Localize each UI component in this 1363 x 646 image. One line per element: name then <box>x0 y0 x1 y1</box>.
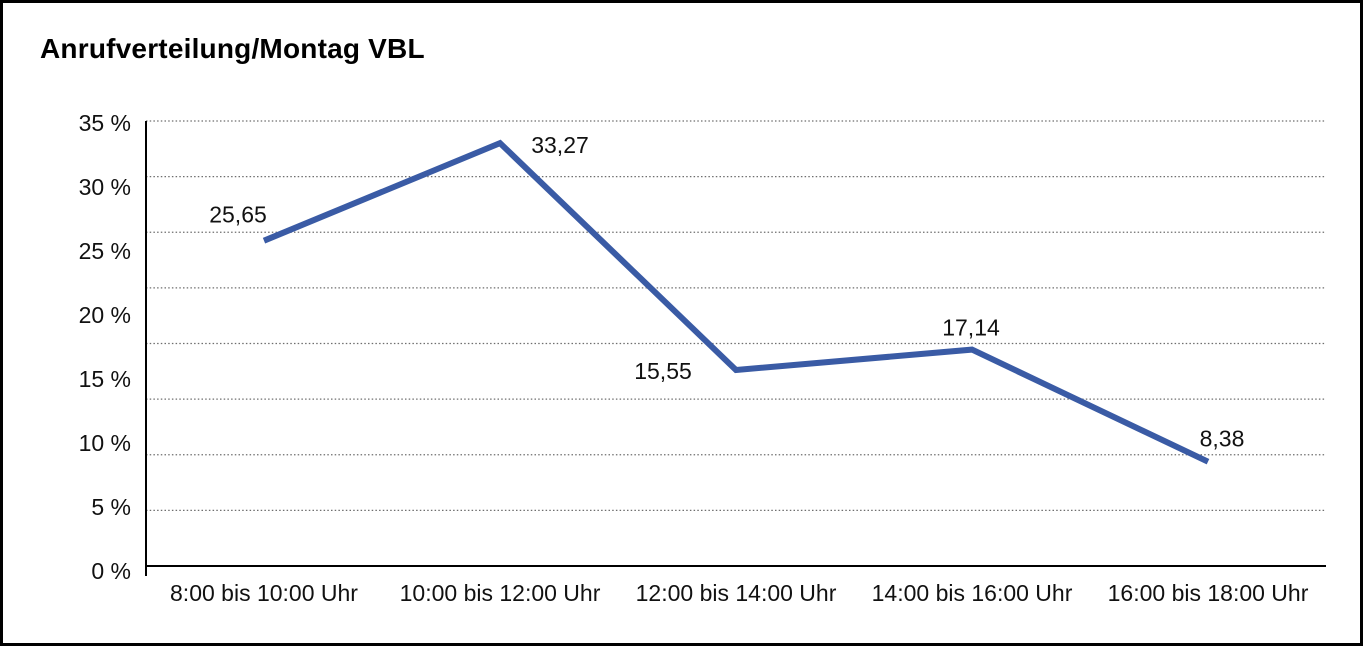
y-tick-label: 15 % <box>79 366 131 392</box>
x-tick-label: 16:00 bis 18:00 Uhr <box>1108 580 1309 606</box>
gridlines-group <box>146 120 1326 511</box>
y-tick-label: 10 % <box>79 430 131 456</box>
axes-group <box>145 121 1326 576</box>
value-label: 25,65 <box>209 202 267 228</box>
y-tick-label: 35 % <box>79 110 131 136</box>
y-tick-label: 30 % <box>79 174 131 200</box>
x-tick-label: 10:00 bis 12:00 Uhr <box>400 580 601 606</box>
value-label: 15,55 <box>634 358 692 384</box>
value-label: 17,14 <box>942 315 1000 341</box>
data-line <box>262 139 1210 465</box>
y-tick-label: 5 % <box>91 494 131 520</box>
x-tick-label: 12:00 bis 14:00 Uhr <box>636 580 837 606</box>
y-tick-label: 0 % <box>91 558 131 584</box>
data-series-group <box>262 139 1210 465</box>
y-tick-label: 20 % <box>79 302 131 328</box>
value-label: 8,38 <box>1200 426 1245 452</box>
y-tick-label: 25 % <box>79 238 131 264</box>
x-tick-label: 14:00 bis 16:00 Uhr <box>872 580 1073 606</box>
labels-group: 35 % 30 % 25 % 20 % 15 % 10 % 5 % 0 % 8:00 bis 1… <box>79 110 1309 606</box>
value-label: 33,27 <box>531 132 589 158</box>
line-chart: 35 % 30 % 25 % 20 % 15 % 10 % 5 % 0 % 8:00 bis 1… <box>79 110 1326 606</box>
chart-title: Anrufverteilung/Montag VBL <box>40 33 425 64</box>
x-tick-label: 8:00 bis 10:00 Uhr <box>170 580 358 606</box>
